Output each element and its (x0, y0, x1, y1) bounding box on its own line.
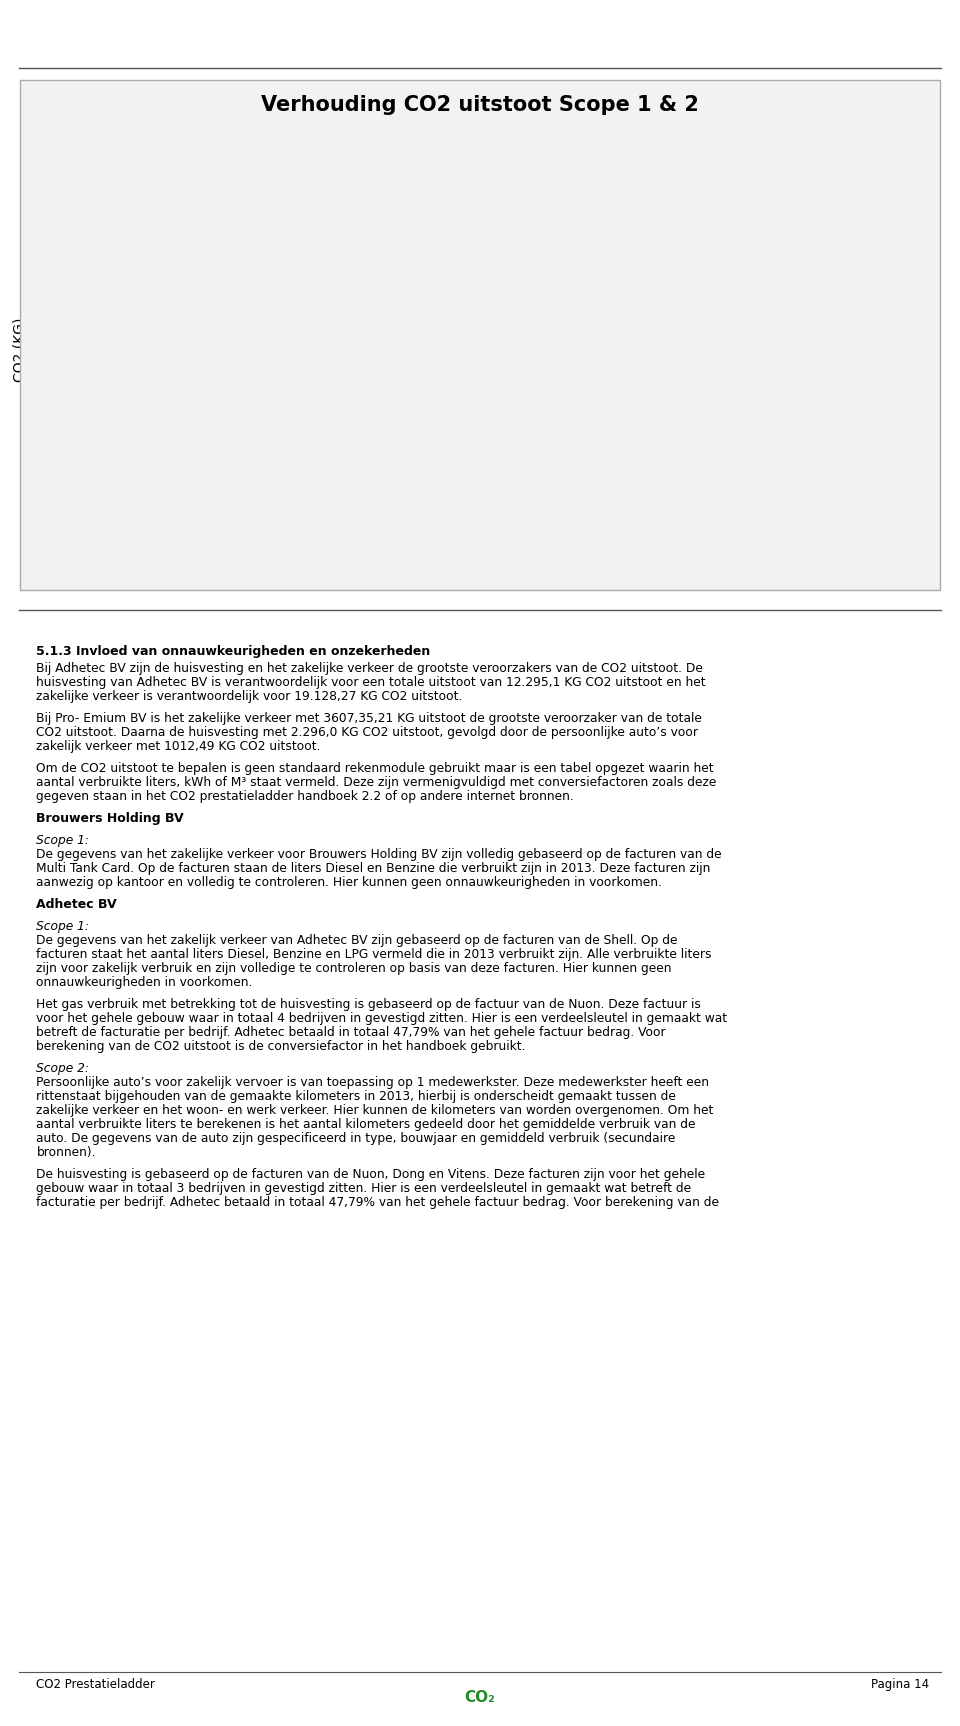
Text: Verhouding CO2 uitstoot Scope 1 & 2: Verhouding CO2 uitstoot Scope 1 & 2 (261, 95, 699, 116)
Text: Bij Pro- Emium BV is het zakelijke verkeer met 3607,35,21 KG uitstoot de grootst: Bij Pro- Emium BV is het zakelijke verke… (36, 713, 703, 725)
Text: De huisvesting is gebaseerd op de facturen van de Nuon, Dong en Vitens. Deze fac: De huisvesting is gebaseerd op de factur… (36, 1169, 706, 1181)
Bar (462, 406, 495, 440)
Text: zakelijk verkeer met 1012,49 KG CO2 uitstoot.: zakelijk verkeer met 1012,49 KG CO2 uits… (36, 740, 321, 753)
Text: huisvesting van Adhetec BV is verantwoordelijk voor een totale uitstoot van 12.2: huisvesting van Adhetec BV is verantwoor… (36, 677, 707, 689)
Text: Scope 1:: Scope 1: (36, 920, 89, 934)
Text: gegeven staan in het CO2 prestatieladder handboek 2.2 of op andere internet bron: gegeven staan in het CO2 prestatieladder… (36, 791, 574, 803)
Text: Persoonlijke auto’s voor zakelijk vervoer is van toepassing op 1 medewerkster. D: Persoonlijke auto’s voor zakelijk vervoe… (36, 1075, 709, 1089)
Text: De gegevens van het zakelijk verkeer van Adhetec BV zijn gebaseerd op de facture: De gegevens van het zakelijk verkeer van… (36, 934, 678, 948)
Text: bronnen).: bronnen). (36, 1146, 96, 1158)
Text: rittenstaat bijgehouden van de gemaakte kilometers in 2013, hierbij is ondersche: rittenstaat bijgehouden van de gemaakte … (36, 1091, 677, 1103)
Text: aanwezig op kantoor en volledig te controleren. Hier kunnen geen onnauwkeurighed: aanwezig op kantoor en volledig te contr… (36, 877, 662, 889)
Text: zijn voor zakelijk verbruik en zijn volledige te controleren op basis van deze f: zijn voor zakelijk verbruik en zijn voll… (36, 961, 672, 975)
Text: aantal verbruikte liters te berekenen is het aantal kilometers gedeeld door het : aantal verbruikte liters te berekenen is… (36, 1118, 696, 1131)
Text: De gegevens van het zakelijke verkeer voor Brouwers Holding BV zijn volledig geb: De gegevens van het zakelijke verkeer vo… (36, 847, 722, 861)
Text: Personen vervoer
vliegtuig: Personen vervoer vliegtuig (507, 350, 616, 378)
Text: Scope 1:: Scope 1: (36, 834, 89, 847)
Text: zakelijke verkeer en het woon- en werk verkeer. Hier kunnen de kilometers van wo: zakelijke verkeer en het woon- en werk v… (36, 1105, 714, 1117)
Text: Huisvesting: Huisvesting (507, 414, 580, 428)
Text: Het gas verbruik met betrekking tot de huisvesting is gebaseerd op de factuur va: Het gas verbruik met betrekking tot de h… (36, 998, 702, 1011)
Text: CO2 Prestatieladder: CO2 Prestatieladder (36, 1678, 156, 1691)
Text: berekening van de CO2 uitstoot is de conversiefactor in het handboek gebruikt.: berekening van de CO2 uitstoot is de con… (36, 1041, 526, 1053)
Bar (462, 478, 495, 513)
Text: voor het gehele gebouw waar in totaal 4 bedrijven in gevestigd zitten. Hier is e: voor het gehele gebouw waar in totaal 4 … (36, 1011, 728, 1025)
Text: Multi Tank Card. Op de facturen staan de liters Diesel en Benzine die verbruikt : Multi Tank Card. Op de facturen staan de… (36, 861, 710, 875)
Text: gebouw waar in totaal 3 bedrijven in gevestigd zitten. Hier is een verdeelsleute: gebouw waar in totaal 3 bedrijven in gev… (36, 1182, 691, 1194)
Text: betreft de facturatie per bedrijf. Adhetec betaald in totaal 47,79% van het gehe: betreft de facturatie per bedrijf. Adhet… (36, 1025, 666, 1039)
Text: Persoonlijke auto's voor
zakelijk verkeer: Persoonlijke auto's voor zakelijk verkee… (507, 480, 656, 507)
Text: zakelijke verkeer is verantwoordelijk voor 19.128,27 KG CO2 uitstoot.: zakelijke verkeer is verantwoordelijk vo… (36, 690, 463, 702)
Bar (462, 288, 495, 323)
Text: Brouwers Holding BV: Brouwers Holding BV (36, 811, 184, 825)
Text: Om de CO2 uitstoot te bepalen is geen standaard rekenmodule gebruikt maar is een: Om de CO2 uitstoot te bepalen is geen st… (36, 761, 714, 775)
Text: 5.1.3 Invloed van onnauwkeurigheden en onzekerheden: 5.1.3 Invloed van onnauwkeurigheden en o… (36, 646, 431, 658)
Text: Zakelijk verkeer: Zakelijk verkeer (507, 297, 607, 311)
Y-axis label: CO2 (KG): CO2 (KG) (12, 318, 26, 381)
Text: Bij Adhetec BV zijn de huisvesting en het zakelijke verkeer de grootste veroorza: Bij Adhetec BV zijn de huisvesting en he… (36, 663, 704, 675)
Text: CO2 uitstoot. Daarna de huisvesting met 2.296,0 KG CO2 uitstoot, gevolgd door de: CO2 uitstoot. Daarna de huisvesting met … (36, 727, 699, 739)
Bar (127, 173, 172, 570)
Bar (292, 459, 337, 570)
Text: facturen staat het aantal liters Diesel, Benzine en LPG vermeld die in 2013 verb: facturen staat het aantal liters Diesel,… (36, 948, 712, 961)
Text: onnauwkeurigheden in voorkomen.: onnauwkeurigheden in voorkomen. (36, 975, 252, 989)
Text: facturatie per bedrijf. Adhetec betaald in totaal 47,79% van het gehele factuur : facturatie per bedrijf. Adhetec betaald … (36, 1196, 719, 1208)
Text: aantal verbruikte liters, kWh of M³ staat vermeld. Deze zijn vermenigvuldigd met: aantal verbruikte liters, kWh of M³ staa… (36, 777, 717, 789)
Text: Scope 2:: Scope 2: (36, 1061, 89, 1075)
Text: Pagina 14: Pagina 14 (871, 1678, 929, 1691)
Text: auto. De gegevens van de auto zijn gespecificeerd in type, bouwjaar en gemiddeld: auto. De gegevens van de auto zijn gespe… (36, 1132, 676, 1144)
Text: Adhetec BV: Adhetec BV (36, 898, 117, 911)
Text: CO₂: CO₂ (465, 1690, 495, 1705)
Bar (462, 349, 495, 381)
Bar (209, 318, 254, 570)
